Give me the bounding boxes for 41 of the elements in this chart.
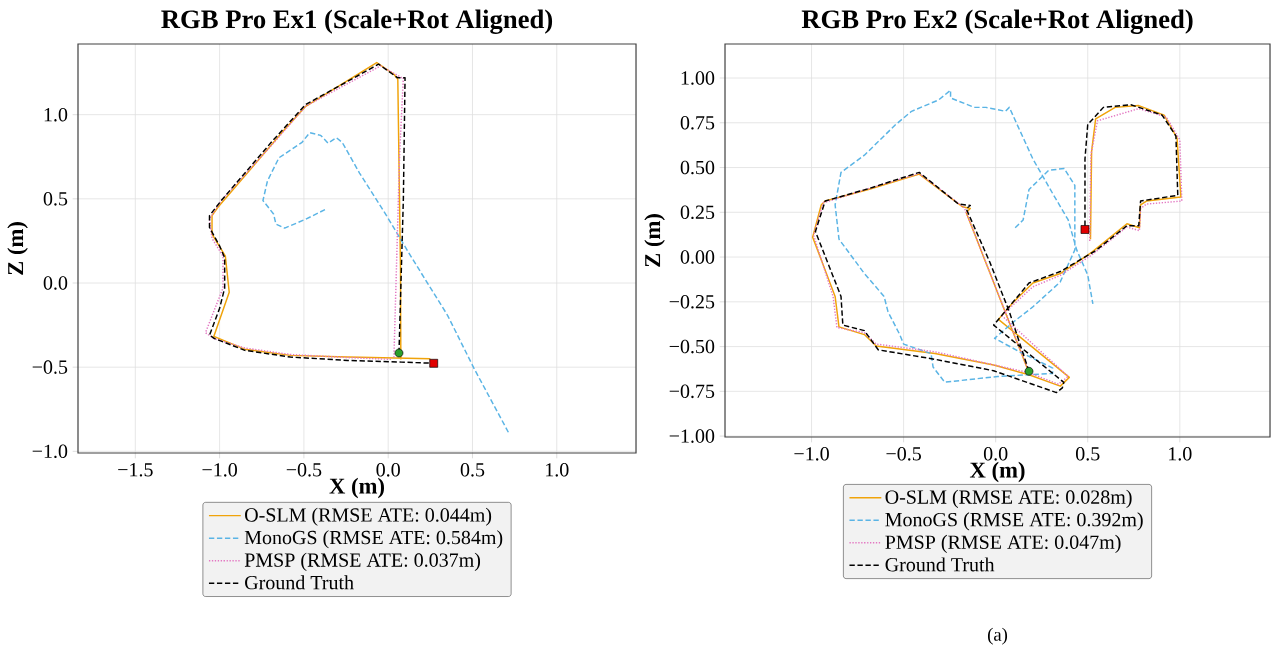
x-tick-label: 1.0 xyxy=(1169,447,1192,461)
legend-label: MonoGS (RMSE ATE: 0.392m) xyxy=(885,512,1143,531)
y-axis-title: Z (m) xyxy=(644,214,665,267)
y-tick-label: 0.75 xyxy=(680,115,715,130)
x-tick-label: −0.5 xyxy=(886,447,921,461)
x-tick-label: 0.0 xyxy=(983,447,1008,461)
x-tick-label: 0.5 xyxy=(1075,447,1100,461)
chart-title: RGB Pro Ex2 (Scale+Rot Aligned) xyxy=(801,9,1193,34)
x-tick-label: 0.5 xyxy=(460,463,485,477)
y-tick-label: 0.0 xyxy=(43,276,68,290)
y-tick-label: 0.25 xyxy=(680,205,715,220)
y-tick-label: 0.00 xyxy=(680,250,715,264)
x-tick-label: 0.0 xyxy=(376,463,400,477)
y-tick-label: −1.00 xyxy=(669,429,715,443)
y-tick-label: −0.25 xyxy=(669,295,715,309)
y-tick-label: 0.5 xyxy=(43,192,68,206)
legend-label: O-SLM (RMSE ATE: 0.028m) xyxy=(885,489,1132,508)
line-series xyxy=(204,65,405,361)
x-tick-label: −0.5 xyxy=(286,463,322,477)
y-tick-label: −0.50 xyxy=(669,339,715,354)
legend-label: Ground Truth xyxy=(245,575,354,590)
x-tick-label: −1.0 xyxy=(202,463,237,477)
y-tick-label: −0.75 xyxy=(669,384,715,399)
x-tick-label: −1.5 xyxy=(118,463,153,477)
y-tick-label: 0.50 xyxy=(680,160,715,175)
x-axis-title: X (m) xyxy=(329,477,385,499)
y-axis-title: Z (m) xyxy=(7,222,28,275)
x-tick-label: −1.0 xyxy=(794,447,829,461)
legend-label: PMSP (RMSE ATE: 0.047m) xyxy=(885,534,1121,553)
legend-label: PMSP (RMSE ATE: 0.037m) xyxy=(244,552,481,571)
chart-title: RGB Pro Ex1 (Scale+Rot Aligned) xyxy=(161,9,553,34)
y-tick-label: −0.5 xyxy=(32,360,68,374)
line-series xyxy=(834,89,1094,383)
y-tick-label: 1.00 xyxy=(681,71,715,85)
x-axis-title: X (m) xyxy=(969,461,1025,483)
x-tick-label: 1.0 xyxy=(546,463,569,477)
y-tick-label: 1.0 xyxy=(44,107,68,122)
legend-label: O-SLM (RMSE ATE: 0.044m) xyxy=(245,507,492,526)
text: (a) xyxy=(987,627,1008,645)
legend-label: Ground Truth xyxy=(885,557,995,572)
legend-label: MonoGS (RMSE ATE: 0.584m) xyxy=(244,530,503,549)
